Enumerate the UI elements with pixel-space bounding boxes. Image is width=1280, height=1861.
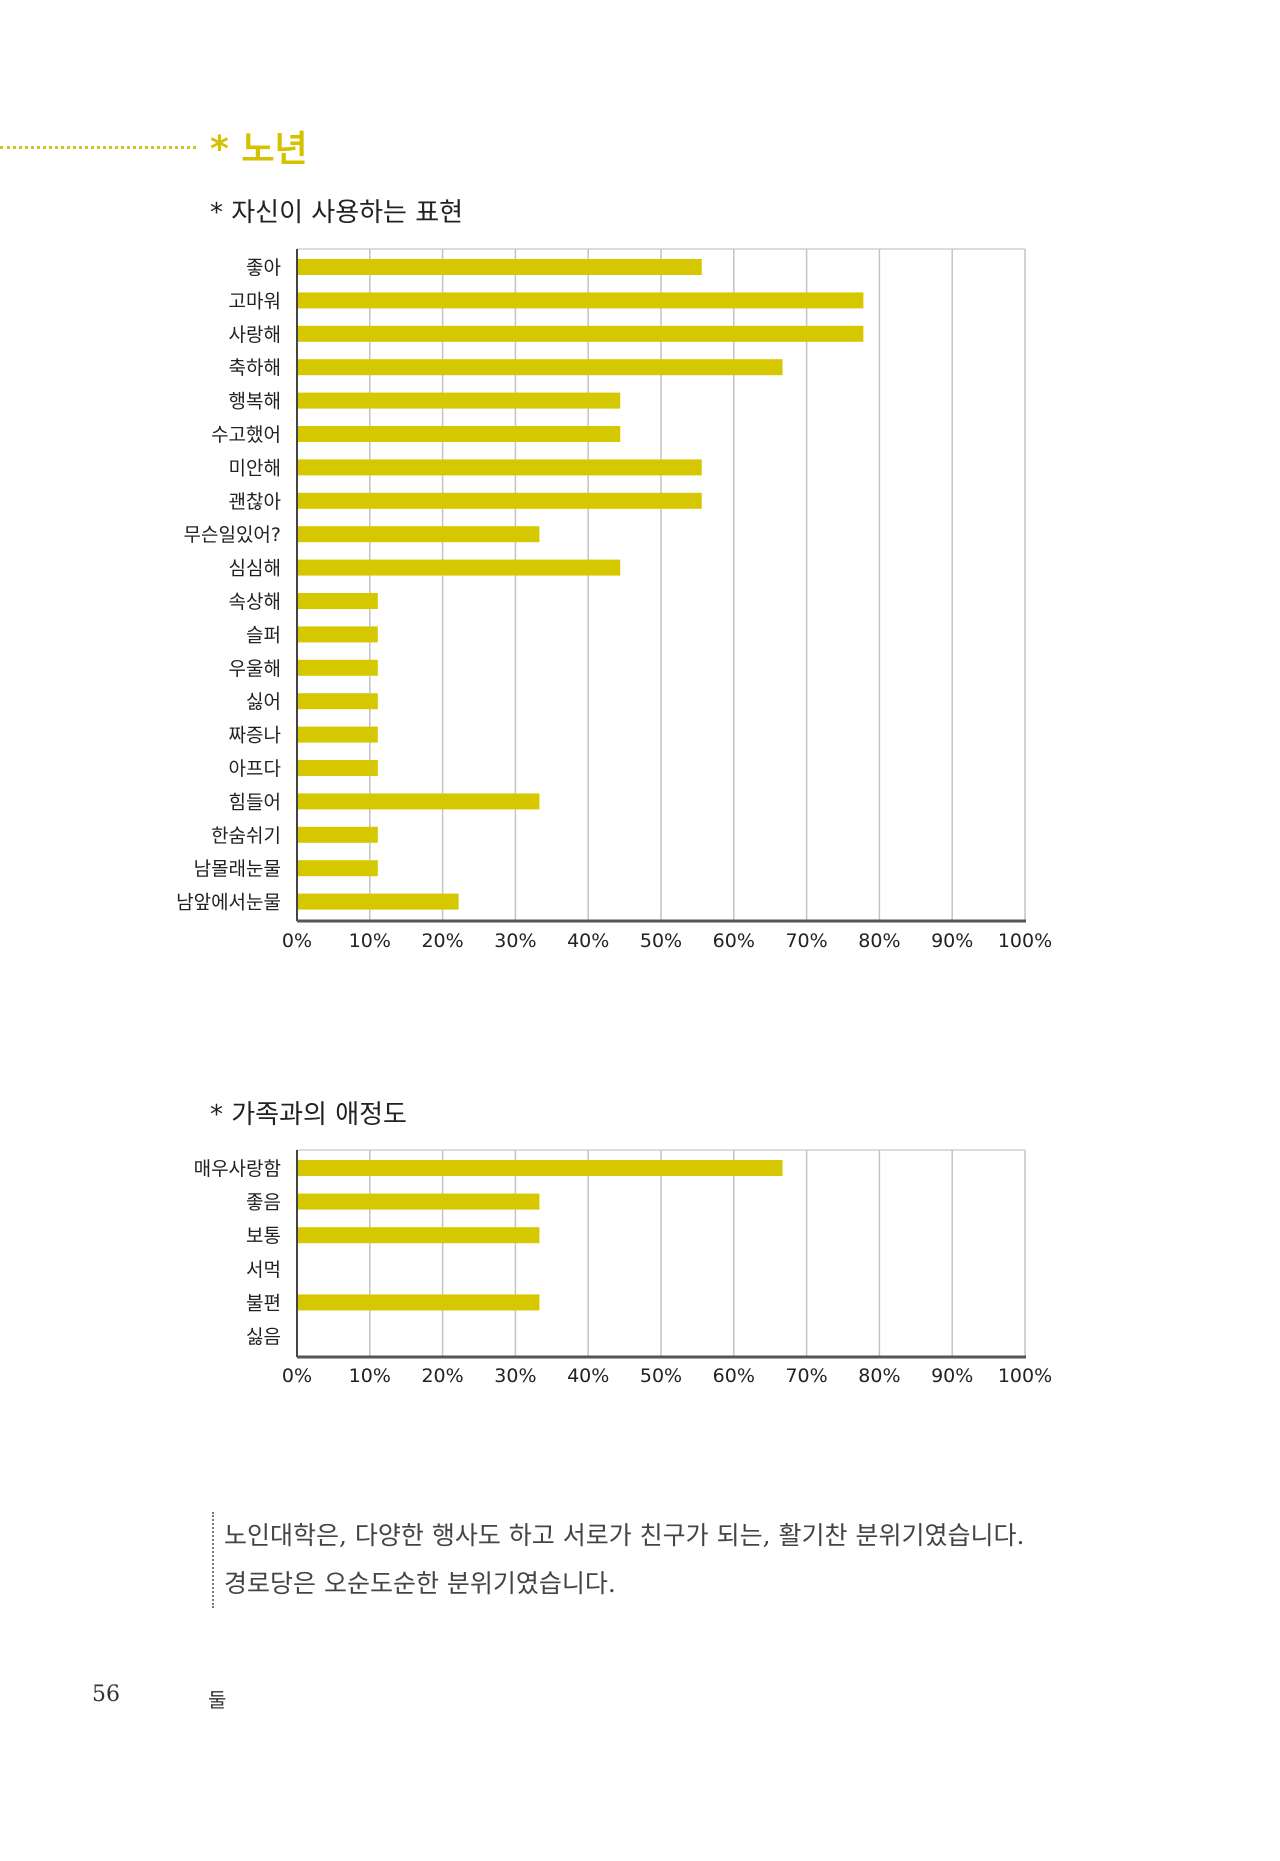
bar [298, 325, 864, 342]
bar [298, 492, 702, 509]
x-tick-label: 20% [421, 930, 463, 952]
x-tick-label: 80% [858, 1365, 900, 1387]
x-tick-label: 10% [349, 1365, 391, 1387]
bar [298, 292, 864, 309]
category-label: 고마워 [229, 290, 281, 312]
category-label: 축하해 [229, 357, 281, 379]
bar [298, 1160, 783, 1176]
x-tick-label: 70% [785, 1365, 827, 1387]
bar [298, 1193, 540, 1210]
bar [298, 860, 378, 877]
bar [298, 1294, 540, 1311]
bar [298, 826, 378, 843]
x-tick-label: 10% [349, 930, 391, 952]
x-tick-label: 50% [640, 1365, 682, 1387]
category-label: 우울해 [229, 658, 281, 680]
category-label: 사랑해 [229, 324, 281, 346]
x-tick-label: 90% [931, 1365, 973, 1387]
x-tick-label: 40% [567, 930, 609, 952]
x-tick-label: 60% [713, 930, 755, 952]
x-tick-label: 80% [858, 930, 900, 952]
x-tick-label: 90% [931, 930, 973, 952]
category-label: 좋아 [246, 257, 281, 279]
bar [298, 626, 378, 643]
bar [298, 593, 378, 609]
chart-2-title: * 가족과의 애정도 [210, 1100, 407, 1130]
category-label: 아프다 [229, 758, 281, 780]
category-label: 한숨쉬기 [211, 825, 281, 847]
bar [298, 259, 702, 275]
category-label: 좋음 [246, 1192, 281, 1214]
section-title-text: 노년 [241, 129, 308, 170]
chapter-label: 둘 [208, 1688, 227, 1712]
bar [298, 793, 540, 810]
bar [298, 893, 459, 910]
x-tick-label: 60% [713, 1365, 755, 1387]
category-label: 수고했어 [211, 424, 281, 446]
category-label: 슬퍼 [246, 624, 281, 646]
chart-1-title: * 자신이 사용하는 표현 [210, 198, 464, 228]
page-number: 56 [92, 1682, 120, 1707]
x-tick-label: 30% [494, 1365, 536, 1387]
bar [298, 726, 378, 743]
section-bullet: * [210, 129, 229, 170]
x-tick-label: 0% [282, 930, 312, 952]
bar [298, 526, 540, 543]
bar [298, 559, 621, 576]
category-label: 싫어 [246, 691, 281, 713]
category-label: 속상해 [229, 591, 281, 613]
x-tick-label: 40% [567, 1365, 609, 1387]
bar [298, 359, 783, 376]
category-label: 행복해 [229, 391, 281, 413]
bar [298, 659, 378, 676]
x-tick-label: 0% [282, 1365, 312, 1387]
x-tick-label: 100% [998, 930, 1052, 952]
x-tick-label: 70% [785, 930, 827, 952]
section-dotted-rule [0, 146, 196, 149]
category-label: 미안해 [229, 457, 281, 479]
category-label: 불편 [246, 1292, 281, 1314]
bar [298, 426, 621, 442]
category-label: 심심해 [229, 558, 281, 580]
commentary-note: 노인대학은, 다양한 행사도 하고 서로가 친구가 되는, 활기찬 분위기였습니… [212, 1512, 1044, 1608]
x-tick-label: 100% [998, 1365, 1052, 1387]
bar [298, 459, 702, 476]
x-tick-label: 50% [640, 930, 682, 952]
category-label: 힘들어 [229, 791, 281, 813]
bar [298, 392, 621, 409]
category-label: 매우사랑함 [194, 1158, 281, 1180]
bar [298, 1227, 540, 1244]
category-label: 남앞에서눈물 [176, 892, 281, 914]
category-label: 남몰래눈물 [194, 858, 281, 880]
category-label: 짜증나 [229, 725, 281, 747]
bar [298, 693, 378, 710]
x-tick-label: 30% [494, 930, 536, 952]
category-label: 무슨일있어? [184, 524, 282, 546]
category-label: 싫음 [246, 1326, 281, 1348]
category-label: 괜찮아 [229, 491, 281, 513]
section-title: * 노년 [210, 120, 308, 172]
bar [298, 760, 378, 776]
category-label: 보통 [246, 1225, 281, 1247]
x-tick-label: 20% [421, 1365, 463, 1387]
category-label: 서먹 [246, 1259, 281, 1281]
